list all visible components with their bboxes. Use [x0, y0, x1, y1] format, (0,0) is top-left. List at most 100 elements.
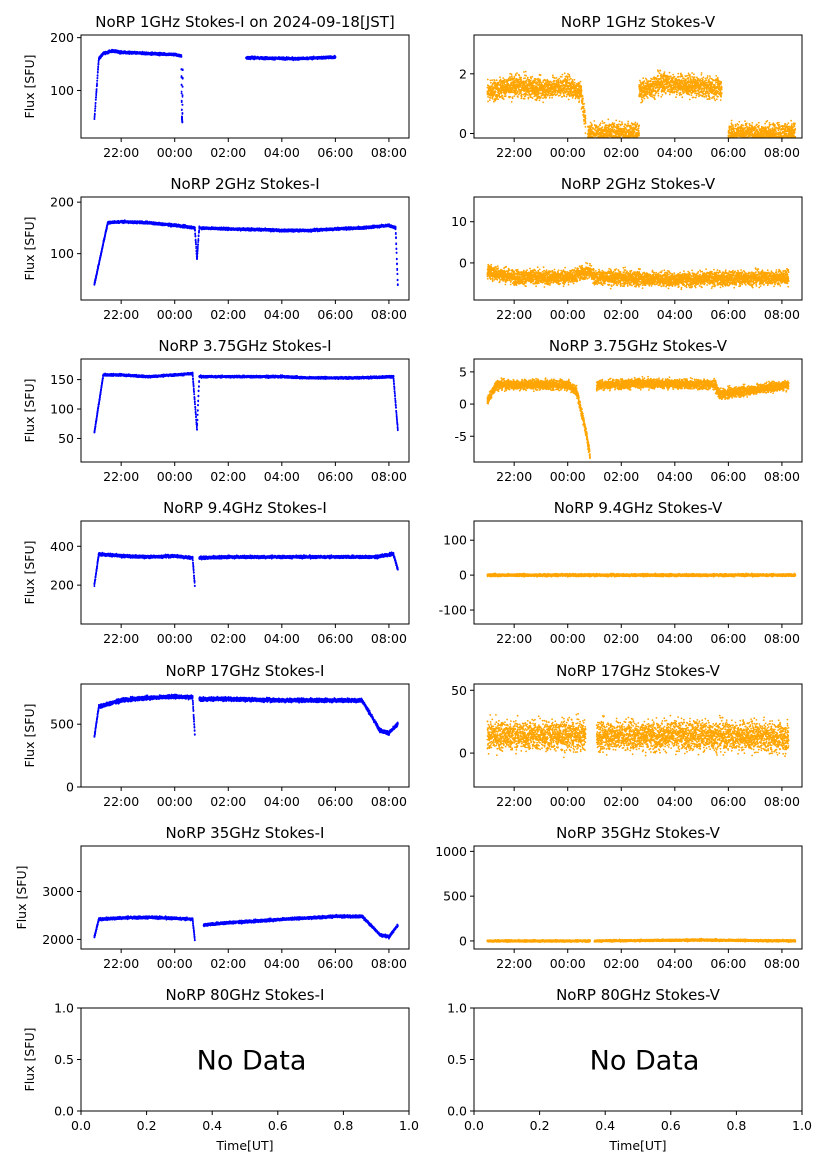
data-point	[572, 80, 574, 83]
x-tick-label: 06:00	[317, 145, 353, 160]
data-point	[519, 83, 522, 86]
data-point	[94, 105, 97, 108]
data-point	[635, 139, 637, 141]
data-point	[614, 140, 616, 142]
data-point	[595, 139, 597, 141]
data-point	[539, 74, 542, 76]
data-point	[588, 144, 590, 146]
data-point	[546, 94, 549, 97]
data-point	[588, 142, 590, 144]
data-point	[495, 97, 498, 100]
data-point	[565, 83, 568, 86]
data-point	[509, 77, 512, 80]
data-point	[589, 121, 592, 124]
data-point	[639, 81, 642, 84]
data-point	[618, 120, 621, 123]
data-point	[597, 127, 599, 129]
data-point	[587, 125, 590, 128]
data-point	[514, 74, 517, 77]
data-point	[583, 111, 586, 113]
data-point	[630, 139, 632, 141]
data-point	[522, 93, 524, 96]
data-point	[530, 77, 533, 80]
data-point	[576, 97, 579, 99]
data-point	[600, 139, 602, 141]
data-point	[531, 75, 534, 78]
data-point	[578, 97, 580, 100]
data-point	[493, 81, 495, 84]
data-point	[497, 98, 499, 101]
data-point	[638, 124, 640, 127]
data-point	[524, 77, 526, 79]
data-point	[181, 69, 184, 71]
data-point	[634, 140, 636, 142]
data-point	[544, 80, 547, 82]
data-point	[621, 121, 623, 124]
data-point	[511, 97, 514, 100]
data-point	[592, 131, 595, 134]
data-point	[559, 79, 562, 82]
data-point	[500, 91, 503, 94]
data-point	[611, 139, 613, 141]
data-point	[517, 96, 519, 98]
data-point	[633, 140, 635, 142]
data-point	[640, 98, 643, 101]
data-point	[590, 134, 592, 136]
data-point	[597, 143, 599, 145]
data-point	[588, 139, 590, 141]
data-point	[619, 142, 621, 144]
data-point	[637, 140, 639, 142]
data-point	[633, 140, 635, 142]
data-point	[633, 130, 636, 133]
data-point	[634, 141, 636, 143]
data-point	[573, 81, 576, 84]
data-point	[591, 145, 593, 147]
data-point	[493, 93, 496, 96]
data-point	[93, 113, 96, 116]
data-point	[487, 100, 489, 103]
data-point	[583, 103, 586, 105]
data-point	[580, 85, 583, 88]
data-point	[637, 142, 639, 144]
data-point	[556, 93, 559, 95]
data-point	[591, 129, 593, 131]
data-point	[625, 139, 627, 141]
data-point	[550, 81, 553, 84]
data-point	[525, 82, 528, 84]
data-point	[571, 97, 574, 99]
data-point	[489, 79, 492, 82]
data-point	[534, 92, 537, 94]
data-point	[555, 89, 558, 92]
data-point	[96, 71, 99, 74]
data-point	[511, 91, 514, 94]
data-point	[523, 80, 526, 83]
data-point	[520, 79, 523, 81]
data-point	[566, 89, 568, 92]
data-point	[631, 141, 633, 143]
data-point	[491, 96, 494, 99]
data-point	[627, 120, 630, 123]
data-point	[489, 97, 492, 99]
data-point	[593, 145, 595, 147]
data-point	[599, 139, 601, 141]
data-point	[501, 80, 504, 82]
data-point	[578, 82, 581, 85]
data-point	[602, 140, 604, 142]
data-point	[491, 79, 493, 82]
data-point	[618, 123, 620, 126]
data-point	[584, 132, 587, 135]
data-point	[527, 94, 529, 96]
data-point	[580, 93, 582, 96]
data-point	[548, 94, 551, 97]
data-point	[518, 92, 521, 94]
data-point	[520, 76, 522, 79]
data-point	[493, 100, 495, 103]
data-point	[517, 80, 520, 83]
data-point	[596, 143, 598, 145]
data-point	[580, 91, 583, 94]
data-point	[537, 92, 540, 95]
data-point	[93, 116, 96, 118]
data-point	[591, 140, 593, 142]
data-point	[525, 74, 527, 77]
data-point	[592, 141, 594, 143]
